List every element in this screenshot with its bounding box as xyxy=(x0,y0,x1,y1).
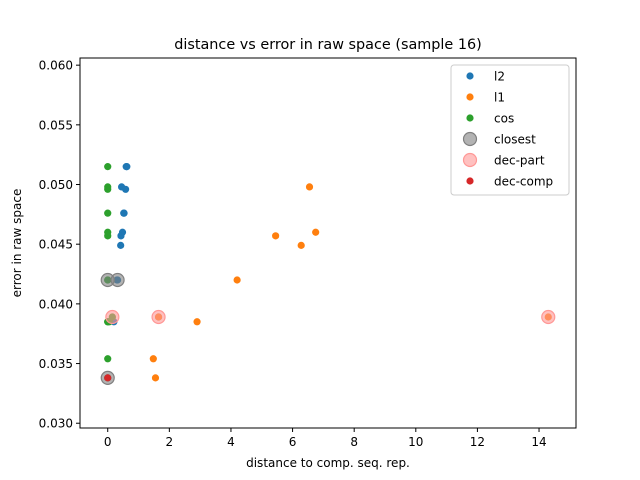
x-tick-label: 6 xyxy=(289,435,297,449)
point-l2 xyxy=(121,185,130,193)
point-l1 xyxy=(151,374,160,382)
x-tick-label: 4 xyxy=(227,435,235,449)
point-cos xyxy=(104,185,112,193)
point-l1 xyxy=(312,228,320,236)
x-tick-label: 2 xyxy=(166,435,174,449)
legend-marker-closest xyxy=(462,131,478,147)
legend: l2 l1 cos closest dec-part dec-comp xyxy=(450,64,570,196)
legend-label-dec-part: dec-part xyxy=(494,154,545,168)
point-dec-part xyxy=(541,309,556,325)
x-axis-ticks: 0 2 4 6 8 10 12 14 xyxy=(104,428,547,449)
legend-label-l1: l1 xyxy=(494,91,505,105)
y-tick-label: 0.030 xyxy=(39,417,73,431)
y-tick-label: 0.045 xyxy=(39,238,73,252)
point-cos xyxy=(104,355,112,363)
y-tick-label: 0.060 xyxy=(39,59,73,73)
point-l1 xyxy=(193,318,201,326)
y-tick-label: 0.035 xyxy=(39,357,73,371)
point-dec-part xyxy=(105,309,120,325)
point-l1 xyxy=(149,355,157,363)
y-axis-label: error in raw space xyxy=(10,189,24,298)
x-axis-label: distance to comp. seq. rep. xyxy=(246,456,410,470)
y-tick-label: 0.050 xyxy=(39,178,73,192)
point-dec-part xyxy=(151,309,166,325)
point-l1 xyxy=(272,232,280,240)
point-l2 xyxy=(117,241,125,249)
x-tick-label: 8 xyxy=(350,435,358,449)
chart-title: distance vs error in raw space (sample 1… xyxy=(174,37,482,53)
legend-marker-l2 xyxy=(466,72,474,80)
legend-label-cos: cos xyxy=(494,112,514,126)
legend-marker-dec-part xyxy=(462,152,478,168)
x-tick-label: 14 xyxy=(531,435,546,449)
point-l1 xyxy=(297,241,305,249)
x-tick-label: 12 xyxy=(470,435,485,449)
legend-label-closest: closest xyxy=(494,133,536,147)
x-tick-label: 10 xyxy=(408,435,423,449)
x-tick-label: 0 xyxy=(104,435,112,449)
point-l1 xyxy=(233,276,241,284)
plot-points xyxy=(100,163,556,385)
point-l2 xyxy=(120,209,128,217)
point-closest xyxy=(110,272,125,288)
legend-marker-dec-comp xyxy=(466,177,474,185)
legend-label-l2: l2 xyxy=(494,70,505,84)
point-dec-comp xyxy=(104,374,112,382)
point-cos xyxy=(104,232,112,240)
point-cos xyxy=(104,209,112,217)
y-tick-label: 0.055 xyxy=(39,118,73,132)
y-axis-ticks: 0.030 0.035 0.040 0.045 0.050 0.055 0.060 xyxy=(39,59,80,431)
legend-marker-l1 xyxy=(466,93,474,101)
plot-frame xyxy=(79,57,577,429)
point-l1 xyxy=(305,183,314,191)
legend-label-dec-comp: dec-comp xyxy=(494,175,553,189)
legend-frame xyxy=(450,64,570,196)
legend-marker-cos xyxy=(466,114,474,122)
point-l2 xyxy=(117,232,125,240)
y-tick-label: 0.040 xyxy=(39,297,73,311)
point-cos xyxy=(104,163,112,171)
point-l2 xyxy=(123,163,131,171)
